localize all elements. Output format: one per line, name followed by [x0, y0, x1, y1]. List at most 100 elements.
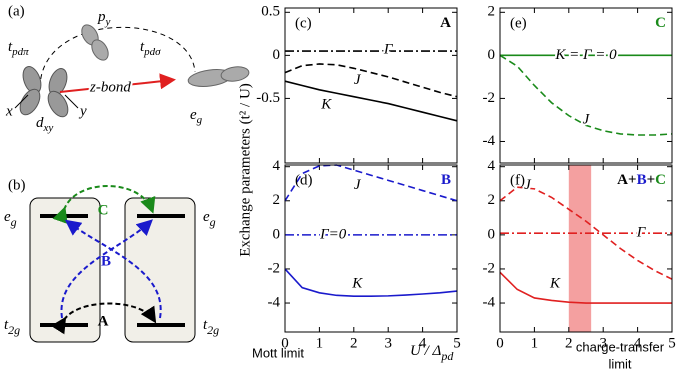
x-axis-title: U / Δpd — [410, 343, 454, 362]
orbital-lobe — [220, 66, 250, 82]
series-label: Γ — [383, 42, 394, 58]
series-label: Γ — [636, 225, 647, 241]
transition-arrow — [60, 219, 153, 319]
x-axis-label: x — [5, 103, 13, 119]
y-tick-label: 0 — [488, 47, 496, 63]
subscript: pdσ — [143, 46, 161, 58]
x-tick-label: 4 — [419, 335, 427, 351]
z-bond-line — [59, 82, 146, 93]
y-tick-label: -2 — [268, 260, 281, 276]
plot-frame — [284, 7, 458, 164]
tag-part: B — [637, 172, 647, 188]
bond-label: z-bond — [89, 79, 131, 95]
plot-background — [285, 8, 457, 163]
note: limit — [608, 356, 631, 371]
x-tick-label: 3 — [599, 335, 607, 351]
tag-part: B — [441, 172, 451, 188]
transition-label: A — [98, 313, 109, 329]
subscript: 2g — [8, 323, 20, 337]
series-label: K = Γ = 0 — [554, 47, 617, 63]
y-tick-label: 2 — [488, 4, 496, 20]
x-tick-label: 1 — [531, 335, 539, 351]
panel-tag: C — [655, 15, 666, 31]
z-bond-line — [144, 73, 176, 90]
hopping-arc — [39, 26, 196, 89]
symbol: U / Δ — [410, 343, 442, 359]
x-tick-label: 5 — [453, 335, 461, 351]
axis-arrow — [64, 94, 79, 109]
plot-background — [285, 165, 457, 332]
subscript: pdπ — [11, 46, 29, 58]
orbital-label: eg — [190, 107, 203, 125]
y-tick-label: 0 — [273, 226, 281, 242]
x-tick-label: 2 — [565, 335, 573, 351]
diagram-b: (b) C B A eg eg t2g t2g — [4, 177, 219, 343]
plot-frame — [284, 164, 458, 333]
y-axis-label: y — [78, 103, 87, 119]
subscript: y — [105, 16, 111, 28]
x-tick-label: 0 — [496, 335, 504, 351]
x-tick-label: 0 — [281, 335, 289, 351]
diagram-a: (a) x y t pdπ py tpdσ z-bond dxy eg — [5, 3, 250, 134]
series-line — [499, 271, 672, 304]
series-label: K — [351, 276, 363, 292]
panel-label: (a) — [8, 3, 25, 19]
panel-tag: A — [440, 15, 451, 31]
note: Mott limit — [252, 345, 304, 360]
panel-tag: B — [441, 172, 451, 188]
level-label: eg — [203, 209, 216, 228]
x-tick-label: 2 — [350, 335, 358, 351]
transition-arrow — [50, 302, 157, 335]
note: charge-transfer — [576, 339, 665, 354]
y-tick-label: 0 — [273, 47, 281, 63]
tag-part: + — [628, 172, 637, 188]
symbol: e — [190, 107, 197, 123]
symbol: t — [203, 317, 208, 333]
series-label: Γ=0 — [319, 226, 347, 242]
subscript: g — [210, 215, 216, 229]
x-tick-label: 4 — [634, 335, 642, 351]
panel-label: (c) — [295, 15, 312, 31]
transition-arrow — [64, 219, 162, 319]
orbital-label: dxy — [36, 115, 53, 133]
subscript: g — [11, 215, 17, 229]
hopping-label: tpdσ — [140, 39, 161, 57]
level-label: eg — [4, 209, 17, 228]
transition-arrow — [52, 185, 156, 224]
y-axis-title: Exchange parameters (t² / U) — [237, 83, 253, 257]
orbital-lobe — [91, 39, 109, 61]
y-tick-label: -2 — [483, 90, 496, 106]
series-label: K — [549, 276, 561, 292]
transition-label: C — [98, 202, 109, 218]
subscript: xy — [43, 122, 54, 134]
series-line — [284, 63, 458, 98]
symbol: e — [203, 209, 210, 225]
orbital-lobe — [47, 90, 69, 118]
symbol: t — [140, 39, 145, 55]
y-tick-label: 0 — [488, 226, 496, 242]
y-tick-label: -2 — [483, 260, 496, 276]
symbol: t — [4, 317, 9, 333]
series-line — [284, 164, 458, 202]
orbital-label: py — [97, 9, 111, 27]
series-line — [284, 268, 458, 298]
level-label: t2g — [203, 317, 219, 336]
tag-part: A — [440, 15, 451, 31]
symbol: e — [4, 209, 11, 225]
y-tick-label: 4 — [273, 158, 281, 174]
series-line — [499, 186, 673, 280]
x-tick-label: 5 — [668, 335, 676, 351]
y-tick-label: -4 — [483, 294, 496, 310]
chart-panel: 20-2-4K = Γ = 0J(e) C — [483, 4, 673, 164]
series-line — [284, 80, 458, 122]
plot-background — [500, 8, 672, 163]
site-box — [29, 197, 101, 343]
panel-label: (e) — [510, 15, 527, 31]
panel-label: (f) — [510, 172, 525, 188]
series-label: K — [320, 97, 332, 113]
orbital-lobe — [19, 88, 41, 116]
panel-label: (b) — [8, 177, 26, 193]
panel-label: (d) — [295, 172, 313, 188]
subscript: pd — [440, 349, 454, 363]
